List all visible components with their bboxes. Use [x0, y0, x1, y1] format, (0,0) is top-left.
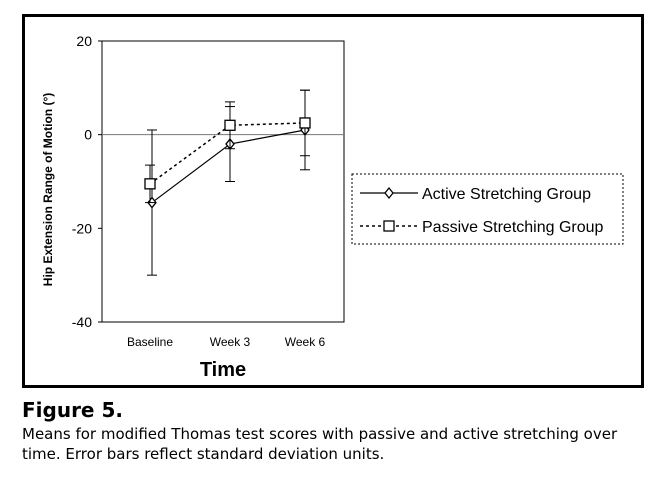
y-tick-label: 0: [84, 127, 92, 143]
y-axis-title: Hip Extension Range of Motion (°): [41, 93, 55, 286]
x-tick-label: Baseline: [127, 335, 173, 349]
data-point: [299, 117, 311, 129]
legend-label: Passive Stretching Group: [422, 219, 604, 236]
x-tick-label: Week 6: [285, 335, 326, 349]
data-point: [144, 178, 156, 190]
legend-marker: [384, 186, 394, 200]
x-axis-title: Time: [200, 359, 246, 381]
y-tick-label: 20: [76, 33, 92, 49]
legend-label: Active Stretching Group: [422, 186, 591, 203]
series-line: [149, 122, 306, 185]
y-tick-label: -20: [72, 220, 92, 236]
y-tick-label: -40: [72, 314, 92, 330]
legend-box: [351, 173, 624, 245]
line-chart: -40 -20 0 20 Baseline Week 3 Week 6 Time Hip Ext…: [41, 33, 624, 381]
figure-frame: -40 -20 0 20 Baseline Week 3 Week 6 Time Hip Ext…: [22, 14, 644, 388]
caption-title: Figure 5.: [22, 398, 123, 422]
x-tick-label: Week 3: [210, 335, 251, 349]
caption-text: Means for modified Thomas test scores wi…: [22, 425, 618, 463]
legend-marker: [383, 220, 395, 232]
plot-area: [101, 40, 345, 323]
data-point: [224, 119, 236, 131]
figure-caption: Figure 5. Means for modified Thomas test…: [22, 398, 662, 464]
